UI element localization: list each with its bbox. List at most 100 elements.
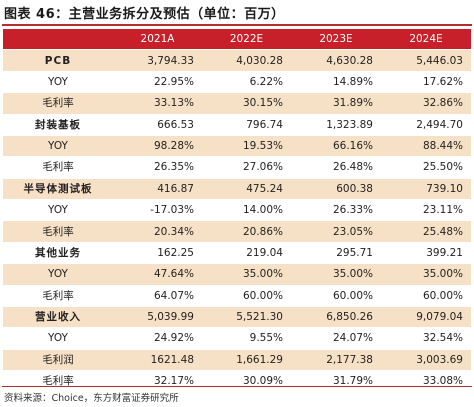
source-divider (2, 386, 472, 387)
row-label: YOY (3, 263, 113, 286)
header-corner-cell (3, 29, 113, 51)
value-cell: 32.86% (381, 92, 471, 115)
value-cell: 60.00% (291, 285, 381, 307)
value-cell: 2,177.38 (291, 349, 381, 372)
value-cell: 666.53 (113, 114, 202, 136)
value-cell: 33.13% (113, 92, 202, 115)
value-cell: 35.00% (291, 263, 381, 286)
value-cell: 23.11% (381, 199, 471, 222)
value-cell: 60.00% (381, 285, 471, 307)
row-label: YOY (3, 71, 113, 94)
value-cell: 25.48% (381, 220, 471, 243)
table-row: YOY 22.95% 6.22% 14.89% 17.62% (3, 71, 471, 94)
value-cell: 475.24 (202, 178, 291, 201)
value-cell: 219.04 (202, 242, 291, 265)
value-cell: 162.25 (113, 242, 202, 265)
row-label: 半导体测试板 (3, 178, 113, 201)
row-label: 营业收入 (3, 306, 113, 329)
value-cell: 6.22% (202, 71, 291, 94)
value-cell: 60.00% (202, 285, 291, 307)
table-row: 毛利率 20.34% 20.86% 23.05% 25.48% (3, 220, 471, 243)
table-row: YOY 98.28% 19.53% 66.16% 88.44% (3, 135, 471, 158)
row-label: YOY (3, 135, 113, 158)
row-label: YOY (3, 199, 113, 222)
row-label: YOY (3, 327, 113, 350)
header-row: 2021A 2022E 2023E 2024E (3, 29, 471, 51)
row-label: 毛利率 (3, 92, 113, 115)
value-cell: 5,039.99 (113, 306, 202, 329)
figure-title: 图表 46：主营业务拆分及预估（单位：百万） (4, 7, 285, 22)
value-cell: -17.03% (113, 199, 202, 222)
value-cell: 30.15% (202, 92, 291, 115)
row-label: 毛利率 (3, 370, 113, 393)
value-cell: 88.44% (381, 135, 471, 158)
value-cell: 9,079.04 (381, 306, 471, 329)
table-row: 其他业务 162.25 219.04 295.71 399.21 (3, 242, 471, 265)
value-cell: 24.92% (113, 327, 202, 350)
value-cell: 9.55% (202, 327, 291, 350)
value-cell: 35.00% (202, 263, 291, 286)
column-header: 2023E (291, 29, 381, 51)
value-cell: 66.16% (291, 135, 381, 158)
value-cell: 20.86% (202, 220, 291, 243)
value-cell: 98.28% (113, 135, 202, 158)
title-divider (2, 24, 472, 26)
row-label: 毛利润 (3, 349, 113, 372)
value-cell: 4,030.28 (202, 49, 291, 72)
table-row: 毛利率 32.17% 30.09% 31.79% 33.08% (3, 370, 471, 393)
table-row: 营业收入 5,039.99 5,521.30 6,850.26 9,079.04 (3, 306, 471, 329)
value-cell: 35.00% (381, 263, 471, 286)
table-body: PCB 3,794.33 4,030.28 4,630.28 5,446.03 YOY 22… (3, 49, 471, 393)
value-cell: 22.95% (113, 71, 202, 94)
value-cell: 27.06% (202, 156, 291, 179)
column-header: 2021A (113, 29, 202, 51)
table-row: 毛利率 64.07% 60.00% 60.00% 60.00% (3, 285, 471, 307)
table-row: 毛利率 33.13% 30.15% 31.89% 32.86% (3, 92, 471, 115)
table-row: YOY 47.64% 35.00% 35.00% 35.00% (3, 263, 471, 286)
row-label: PCB (3, 49, 113, 72)
value-cell: 32.54% (381, 327, 471, 350)
value-cell: 2,494.70 (381, 114, 471, 136)
value-cell: 23.05% (291, 220, 381, 243)
value-cell: 24.07% (291, 327, 381, 350)
value-cell: 14.00% (202, 199, 291, 222)
column-header: 2022E (202, 29, 291, 51)
table-row: 半导体测试板 416.87 475.24 600.38 739.10 (3, 178, 471, 201)
value-cell: 3,794.33 (113, 49, 202, 72)
row-label: 毛利率 (3, 220, 113, 243)
value-cell: 25.50% (381, 156, 471, 179)
value-cell: 1,323.89 (291, 114, 381, 136)
row-label: 封装基板 (3, 114, 113, 136)
table-row: 毛利率 26.35% 27.06% 26.48% 25.50% (3, 156, 471, 179)
value-cell: 796.74 (202, 114, 291, 136)
value-cell: 3,003.69 (381, 349, 471, 372)
revenue-breakdown-table: 2021A 2022E 2023E 2024E PCB 3,794.33 4,030… (3, 29, 471, 393)
column-header: 2024E (381, 29, 471, 51)
value-cell: 416.87 (113, 178, 202, 201)
value-cell: 26.35% (113, 156, 202, 179)
value-cell: 1,661.29 (202, 349, 291, 372)
value-cell: 26.48% (291, 156, 381, 179)
value-cell: 600.38 (291, 178, 381, 201)
value-cell: 33.08% (381, 370, 471, 393)
value-cell: 739.10 (381, 178, 471, 201)
value-cell: 14.89% (291, 71, 381, 94)
value-cell: 64.07% (113, 285, 202, 307)
value-cell: 31.89% (291, 92, 381, 115)
value-cell: 17.62% (381, 71, 471, 94)
value-cell: 19.53% (202, 135, 291, 158)
value-cell: 31.79% (291, 370, 381, 393)
value-cell: 20.34% (113, 220, 202, 243)
row-label: 其他业务 (3, 242, 113, 265)
table-row: PCB 3,794.33 4,030.28 4,630.28 5,446.03 (3, 49, 471, 72)
table-row: YOY -17.03% 14.00% 26.33% 23.11% (3, 199, 471, 222)
value-cell: 26.33% (291, 199, 381, 222)
value-cell: 47.64% (113, 263, 202, 286)
value-cell: 30.09% (202, 370, 291, 393)
value-cell: 1621.48 (113, 349, 202, 372)
value-cell: 5,521.30 (202, 306, 291, 329)
value-cell: 295.71 (291, 242, 381, 265)
row-label: 毛利率 (3, 156, 113, 179)
value-cell: 5,446.03 (381, 49, 471, 72)
table-row: 封装基板 666.53 796.74 1,323.89 2,494.70 (3, 114, 471, 136)
